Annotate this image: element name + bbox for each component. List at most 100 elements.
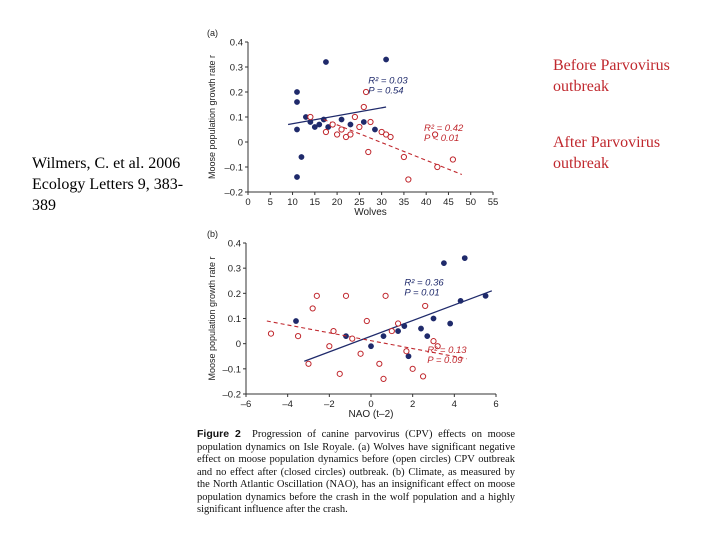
before-outbreak-point <box>365 148 372 156</box>
x-tick-label: –4 <box>282 399 293 410</box>
before-outbreak-point <box>322 128 330 136</box>
caption-label: Figure 2 <box>197 428 241 440</box>
after-outbreak-label: After Parvovirus outbreak <box>553 134 661 172</box>
before-outbreak-point <box>403 348 410 355</box>
before-outbreak-point <box>376 360 383 367</box>
after-outbreak-point <box>401 323 408 329</box>
before-outbreak-point <box>309 305 316 312</box>
x-tick-label: 6 <box>493 399 498 410</box>
before-outbreak-point <box>388 327 395 335</box>
y-tick-label: 0.2 <box>230 88 243 99</box>
before-fit-stat: R² = 0.42 <box>424 123 464 134</box>
after-outbreak-point <box>325 124 332 130</box>
after-outbreak-point <box>372 126 378 133</box>
y-tick-label: 0.3 <box>230 63 243 74</box>
after-outbreak-point <box>293 318 299 324</box>
after-outbreak-point <box>294 126 300 133</box>
after-outbreak-point <box>323 59 329 65</box>
after-outbreak-point <box>298 154 305 160</box>
before-outbreak-point <box>434 343 441 350</box>
before-outbreak-point <box>356 123 363 131</box>
x-axis-label: Wolves <box>354 207 387 218</box>
after-fit-stat: P = 0.54 <box>368 85 403 96</box>
x-axis-label: NAO (t–2) <box>348 409 393 420</box>
after-outbreak-point <box>424 333 431 340</box>
before-outbreak-point <box>307 113 314 121</box>
before-outbreak-point <box>380 375 387 382</box>
before-outbreak-point <box>434 163 441 171</box>
before-outbreak-point <box>351 113 359 121</box>
before-outbreak-point <box>409 365 416 372</box>
before-outbreak-point <box>431 131 439 138</box>
caption-text: Progression of canine parvovirus (CPV) e… <box>197 429 515 515</box>
y-axis-label: Moose population growth rate r <box>207 256 217 380</box>
before-outbreak-point <box>367 118 374 126</box>
after-outbreak-point <box>294 99 300 105</box>
x-tick-label: –6 <box>241 399 252 410</box>
after-outbreak-point <box>457 297 464 304</box>
citation-text: Wilmers, C. et al. 2006 Ecology Letters … <box>32 155 184 214</box>
before-outbreak-point <box>267 330 275 337</box>
before-outbreak-point <box>382 131 390 138</box>
before-outbreak-point <box>360 103 367 111</box>
after-outbreak-point <box>360 119 367 125</box>
x-tick-label: 35 <box>399 197 410 208</box>
after-fit-stat: R² = 0.36 <box>404 277 444 288</box>
y-tick-label: 0.2 <box>228 289 241 300</box>
figure-panels: 0.40.30.20.10–0.1–0.20 5 10 15 20 25 30 35 40 45 5… <box>207 28 499 420</box>
before-outbreak-point <box>330 327 337 335</box>
after-outbreak-point <box>395 328 401 334</box>
panel-label: (b) <box>207 229 218 239</box>
x-tick-label: 5 <box>268 197 273 208</box>
y-tick-label: 0.4 <box>230 38 243 49</box>
before-outbreak-point <box>394 320 402 327</box>
before-outbreak-point <box>349 335 356 342</box>
x-tick-label: 15 <box>310 197 321 208</box>
y-tick-label: –0.1 <box>223 364 242 375</box>
x-tick-label: 10 <box>287 197 298 208</box>
before-outbreak-point <box>338 126 345 133</box>
before-outbreak-point <box>342 133 350 141</box>
before-outbreak-point <box>333 131 341 138</box>
y-tick-label: 0.1 <box>228 314 241 325</box>
after-outbreak-point <box>338 116 345 123</box>
after-outbreak-point <box>482 292 489 299</box>
x-tick-label: 2 <box>410 399 415 410</box>
before-outbreak-point <box>378 128 385 136</box>
after-outbreak-point <box>294 89 300 95</box>
y-tick-label: 0 <box>236 339 241 350</box>
figure-caption: Figure 2 Progression of canine parvoviru… <box>197 428 515 517</box>
after-outbreak-point <box>307 119 314 125</box>
after-fit-line <box>287 106 387 126</box>
before-outbreak-point <box>362 88 370 96</box>
after-outbreak-point <box>447 320 454 327</box>
y-tick-label: 0.1 <box>230 113 243 124</box>
after-outbreak-point <box>294 174 300 180</box>
before-outbreak-point <box>400 153 408 161</box>
y-tick-label: 0.3 <box>228 264 241 275</box>
before-outbreak-point <box>363 317 370 325</box>
before-fit-stat: P < 0.01 <box>424 133 459 144</box>
after-outbreak-point <box>383 56 389 63</box>
before-outbreak-label: Before Parvovirus outbreak <box>553 57 670 95</box>
before-outbreak-point <box>387 133 394 141</box>
before-outbreak-point <box>382 292 389 299</box>
x-tick-label: 25 <box>354 197 365 208</box>
y-tick-label: –0.2 <box>225 188 244 199</box>
before-outbreak-point <box>313 292 320 299</box>
x-tick-label: 40 <box>421 197 432 208</box>
after-outbreak-point <box>461 255 468 261</box>
before-outbreak-point <box>422 302 429 310</box>
before-outbreak-point <box>405 176 412 183</box>
before-outbreak-point <box>357 350 364 357</box>
x-tick-label: 0 <box>245 197 250 208</box>
before-outbreak-point <box>419 373 427 380</box>
after-outbreak-point <box>405 353 412 360</box>
after-outbreak-point <box>430 315 437 322</box>
after-outbreak-point <box>418 325 424 332</box>
before-outbreak-point <box>449 156 457 163</box>
x-tick-label: 50 <box>465 197 476 208</box>
after-outbreak-point <box>441 260 447 267</box>
y-tick-label: –0.2 <box>223 390 242 401</box>
panel-label: (a) <box>207 28 218 38</box>
